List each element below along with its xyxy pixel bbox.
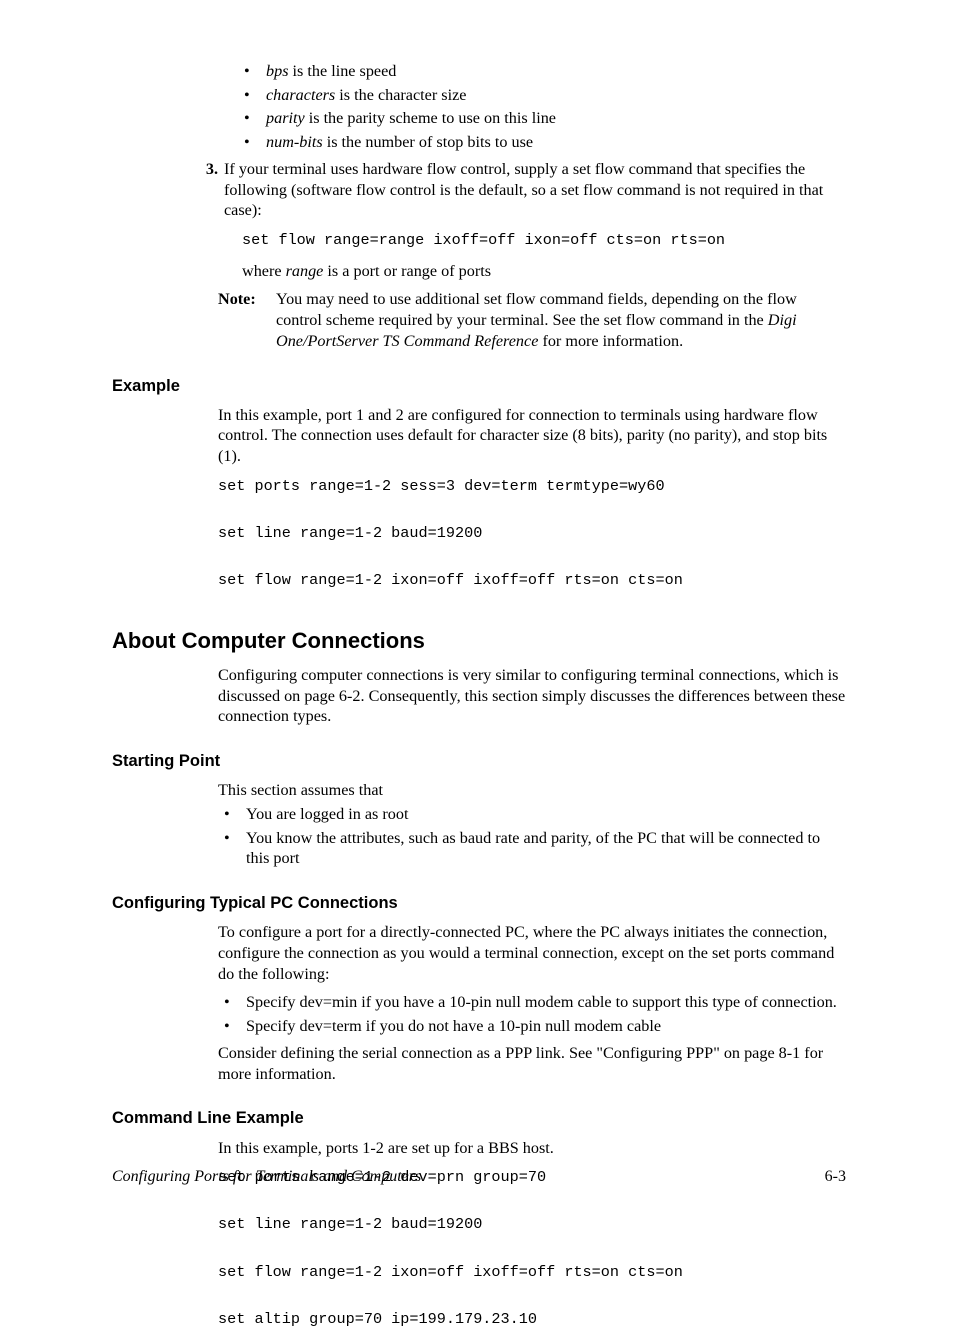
- page-footer: Configuring Ports for Terminals and Comp…: [112, 1167, 846, 1187]
- starting-bullets: You are logged in as root You know the a…: [218, 804, 846, 869]
- starting-intro: This section assumes that: [218, 780, 846, 801]
- term: bps: [266, 62, 289, 80]
- bullet-text: Specify dev=min if you have a 10-pin nul…: [246, 993, 837, 1011]
- ordered-step-3: 3. If your terminal uses hardware flow c…: [194, 159, 846, 221]
- bullet-text: You know the attributes, such as baud ra…: [246, 829, 820, 868]
- heading-starting-point: Starting Point: [112, 751, 846, 772]
- desc: is the parity scheme to use on this line: [305, 109, 556, 127]
- typical-bullets: Specify dev=min if you have a 10-pin nul…: [218, 992, 846, 1036]
- where-line: where range is a port or range of ports: [242, 261, 846, 282]
- code-set-flow: set flow range=range ixoff=off ixon=off …: [242, 229, 846, 253]
- where-pre: where: [242, 262, 286, 280]
- note-block: Note: You may need to use additional set…: [218, 289, 846, 351]
- desc: is the character size: [335, 86, 466, 104]
- typical-body: To configure a port for a directly-conne…: [218, 922, 846, 1084]
- param-bullet-list: bps is the line speed characters is the …: [218, 61, 846, 153]
- list-item: parity is the parity scheme to use on th…: [238, 108, 846, 129]
- document-page: bps is the line speed characters is the …: [0, 0, 954, 1235]
- cmdline-code: set ports range=1-2 dev=prn group=70 set…: [218, 1166, 846, 1331]
- term: num-bits: [266, 133, 323, 151]
- note-body: You may need to use additional set flow …: [276, 289, 846, 351]
- cmdline-para: In this example, ports 1-2 are set up fo…: [218, 1138, 846, 1159]
- bullet-text: Specify dev=term if you do not have a 10…: [246, 1017, 661, 1035]
- step-text: If your terminal uses hardware flow cont…: [224, 160, 823, 219]
- list-item: num-bits is the number of stop bits to u…: [238, 132, 846, 153]
- typical-para: To configure a port for a directly-conne…: [218, 922, 846, 984]
- example-para: In this example, port 1 and 2 are config…: [218, 405, 846, 467]
- heading-cmdline: Command Line Example: [112, 1108, 846, 1129]
- about-body: Configuring computer connections is very…: [218, 665, 846, 727]
- starting-body: This section assumes that You are logged…: [218, 780, 846, 869]
- step-bullet-block: bps is the line speed characters is the …: [218, 61, 846, 352]
- desc: is the number of stop bits to use: [323, 133, 533, 151]
- note-label: Note:: [218, 289, 276, 351]
- bullet-text: You are logged in as root: [246, 805, 408, 823]
- list-item: You are logged in as root: [218, 804, 846, 825]
- note-post: for more information.: [538, 332, 683, 350]
- step-body: If your terminal uses hardware flow cont…: [224, 159, 846, 221]
- term: parity: [266, 109, 305, 127]
- list-item: characters is the character size: [238, 85, 846, 106]
- where-post: is a port or range of ports: [323, 262, 491, 280]
- typical-para2: Consider defining the serial connection …: [218, 1043, 846, 1084]
- desc: is the line speed: [289, 62, 397, 80]
- term: characters: [266, 86, 335, 104]
- list-item: Specify dev=term if you do not have a 10…: [218, 1016, 846, 1037]
- heading-about: About Computer Connections: [112, 627, 846, 655]
- note-pre: You may need to use additional set flow …: [276, 290, 797, 329]
- example-code: set ports range=1-2 sess=3 dev=term term…: [218, 475, 846, 593]
- heading-example: Example: [112, 376, 846, 397]
- footer-title: Configuring Ports for Terminals and Comp…: [112, 1167, 421, 1187]
- list-item: bps is the line speed: [238, 61, 846, 82]
- list-item: Specify dev=min if you have a 10-pin nul…: [218, 992, 846, 1013]
- heading-typical-pc: Configuring Typical PC Connections: [112, 893, 846, 914]
- step-number: 3.: [194, 159, 224, 221]
- example-body: In this example, port 1 and 2 are config…: [218, 405, 846, 593]
- footer-page-number: 6-3: [825, 1167, 846, 1187]
- where-term: range: [286, 262, 324, 280]
- list-item: You know the attributes, such as baud ra…: [218, 828, 846, 869]
- about-para: Configuring computer connections is very…: [218, 665, 846, 727]
